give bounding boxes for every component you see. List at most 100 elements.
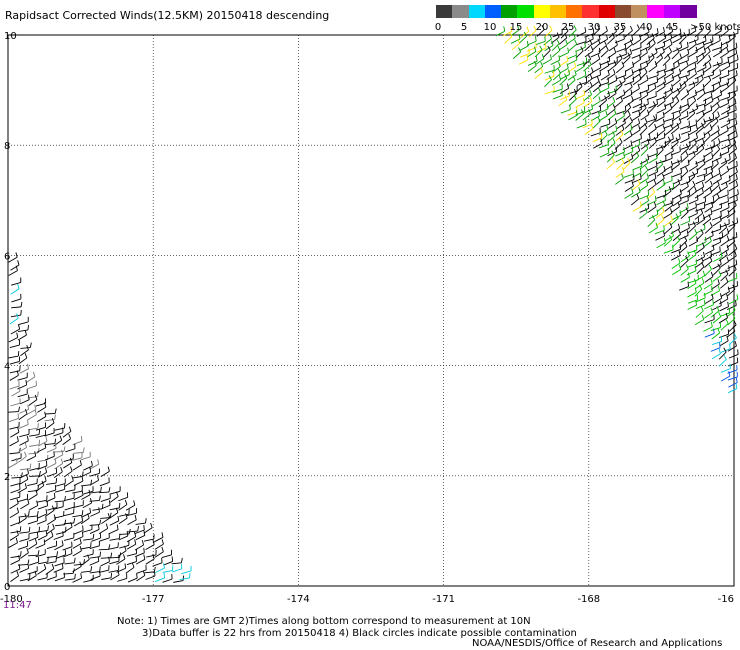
wind-barb	[687, 89, 697, 100]
wind-barb	[54, 572, 65, 582]
wind-barb	[688, 168, 699, 178]
wind-barb	[616, 70, 627, 80]
wind-barb	[728, 294, 739, 305]
wind-barb	[36, 515, 47, 525]
wind-barb	[728, 62, 739, 73]
wind-barb	[664, 146, 674, 157]
wind-barb	[728, 143, 738, 156]
wind-barb	[99, 477, 110, 487]
wind-barb	[600, 45, 609, 58]
wind-barb	[702, 131, 711, 144]
wind-barb	[680, 207, 689, 220]
wind-barb	[19, 563, 30, 573]
wind-barb	[680, 133, 690, 144]
wind-barb	[73, 531, 84, 541]
wind-barb	[640, 109, 650, 121]
wind-barb	[670, 146, 681, 156]
wind-barb	[72, 452, 83, 461]
wind-barb	[528, 25, 537, 38]
wind-barb	[44, 414, 56, 422]
wind-barb	[567, 106, 578, 116]
wind-barb	[92, 503, 104, 511]
wind-barb	[656, 70, 667, 81]
wind-barb	[46, 556, 57, 565]
wind-barb	[146, 549, 157, 558]
wind-barb	[664, 26, 674, 38]
wind-barb	[46, 458, 57, 469]
wind-barb	[688, 125, 698, 136]
wind-barb	[171, 557, 183, 565]
wind-barb	[718, 354, 727, 367]
wind-barb	[592, 38, 601, 51]
wind-barb	[648, 70, 659, 80]
wind-barb	[695, 224, 706, 234]
wind-barb	[80, 566, 93, 573]
wind-barb	[63, 518, 76, 525]
wind-barb	[37, 508, 48, 519]
wind-barb	[648, 136, 657, 149]
wind-barb	[718, 189, 729, 199]
note-line-2: 3)Data buffer is 22 hrs from 20150418 4)…	[142, 628, 577, 639]
wind-barb	[704, 96, 714, 107]
wind-barb	[35, 422, 46, 431]
wind-barb	[703, 116, 712, 129]
wind-barb	[35, 398, 46, 407]
wind-barb	[696, 110, 705, 123]
wind-barb	[696, 138, 705, 150]
wind-barb	[54, 423, 66, 431]
wind-barb	[655, 215, 665, 227]
wind-barb	[19, 468, 29, 479]
wind-barb	[656, 140, 667, 150]
wind-barb	[695, 251, 705, 262]
note-line-1: Note: 1) Times are GMT 2)Times along bot…	[117, 616, 531, 627]
wind-barb	[640, 134, 651, 144]
wind-barb	[727, 281, 738, 290]
wind-barb	[695, 132, 706, 143]
wind-barb	[688, 46, 698, 58]
wind-barb	[640, 138, 650, 150]
wind-barb	[704, 307, 713, 319]
wind-barb	[17, 389, 28, 398]
wind-barb	[721, 175, 731, 186]
wind-barb	[711, 328, 721, 340]
wind-barb	[551, 38, 560, 51]
wind-barb	[655, 111, 665, 122]
wind-barb	[656, 103, 667, 114]
wind-barb	[83, 533, 95, 541]
wind-barb	[17, 330, 27, 341]
wind-barb	[712, 293, 723, 304]
wind-barb	[711, 130, 720, 142]
wind-barb	[672, 88, 681, 101]
wind-barb	[28, 532, 39, 542]
wind-barb	[568, 88, 577, 101]
wind-barb	[631, 187, 641, 198]
wind-barb	[72, 436, 83, 446]
wind-barb	[63, 508, 75, 517]
wind-barb	[624, 188, 634, 199]
y-tick-label: 8	[4, 141, 10, 152]
wind-barb	[696, 118, 706, 130]
wind-barb	[695, 306, 704, 318]
wind-barb	[10, 551, 22, 558]
wind-barb	[72, 459, 82, 471]
wind-barb	[29, 462, 40, 471]
wind-barb	[712, 300, 722, 311]
wind-barb	[646, 113, 657, 123]
wind-barb	[720, 228, 730, 240]
wind-barb	[703, 278, 713, 290]
wind-barb	[62, 548, 73, 558]
wind-barb	[36, 411, 47, 422]
wind-barb	[125, 562, 135, 574]
wind-barb	[672, 264, 682, 276]
wind-barb	[640, 32, 650, 44]
wind-barb	[11, 386, 21, 397]
wind-barb	[37, 530, 48, 541]
wind-barb	[672, 189, 682, 200]
wind-barb	[600, 118, 611, 128]
wind-barb	[27, 391, 39, 399]
wind-barb	[10, 310, 22, 318]
wind-barb	[552, 84, 563, 93]
wind-barb	[664, 74, 675, 86]
wind-barb	[680, 264, 689, 276]
wind-barb	[583, 59, 592, 72]
